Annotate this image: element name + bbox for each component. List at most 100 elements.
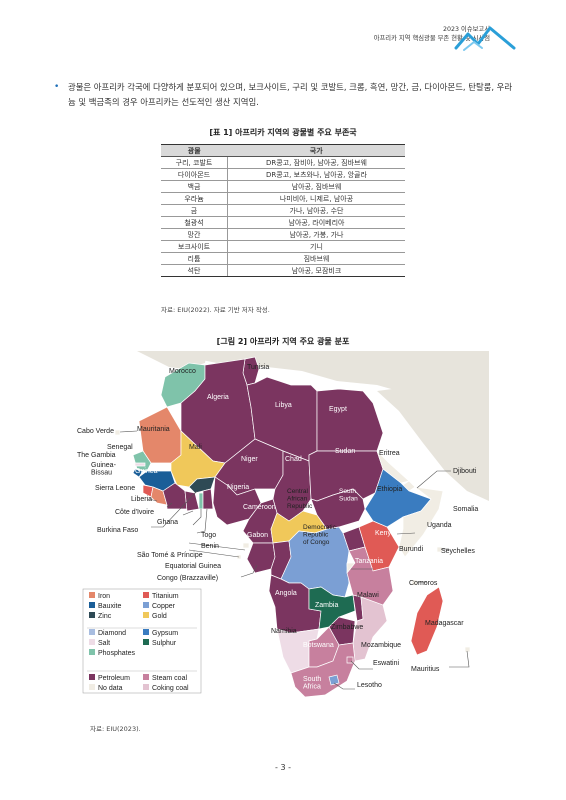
table-header-country: 국가 [227, 144, 405, 157]
label-cabo-verde: Cabo Verde [77, 428, 114, 435]
label-burundi: Burundi [399, 546, 424, 553]
bullet-paragraph: • 광물은 아프리카 각국에 다양하게 분포되어 있으며, 보크사이트, 구리 … [54, 80, 514, 110]
label-gambia: The Gambia [77, 452, 116, 459]
label-mali: Mali [189, 444, 202, 451]
table-title: [표 1] 아프리카 지역의 광물별 주요 부존국 [209, 128, 357, 137]
report-subtitle: 아프리카 지역 핵심광물 부존 현황 및 시사점 [373, 35, 490, 42]
legend-label-coking-coal: Coking coal [152, 685, 189, 692]
label-gabon: Gabon [247, 532, 268, 539]
table-cell-mineral: 백금 [161, 180, 228, 193]
country-eritrea [376, 450, 410, 484]
legend-swatch-iron [89, 592, 95, 598]
label-sierra-leone: Sierra Leone [95, 485, 135, 492]
legend-swatch-bauxite [89, 602, 95, 608]
label-zambia: Zambia [315, 602, 338, 609]
label-sudan: Sudan [335, 448, 355, 455]
africa-minerals-map: Morocco Tunisia Algeria Libya Egypt Maur… [77, 351, 489, 711]
country-madagascar [410, 586, 444, 656]
table-row: 석탄 남아공, 모잠비크 [161, 264, 405, 277]
country-eq-guinea [242, 542, 250, 549]
label-morocco: Morocco [169, 368, 196, 375]
table-cell-mineral: 망간 [161, 228, 228, 241]
label-drc: Democratic Republic of Congo [303, 524, 337, 546]
country-south-africa [290, 642, 356, 698]
table-row: 리튬 짐바브웨 [161, 252, 405, 265]
legend-swatch-no-data [89, 684, 95, 690]
table-cell-mineral: 리튬 [161, 252, 228, 265]
table-cell-country: 기니 [227, 240, 405, 253]
label-angola: Angola [275, 590, 297, 597]
country-cabo-verde [114, 429, 121, 436]
legend-box [82, 588, 202, 694]
legend-swatch-phosphates [89, 649, 95, 655]
table-cell-mineral: 보크사이트 [161, 240, 228, 253]
legend-swatch-zinc [89, 612, 95, 618]
label-eritrea: Eritrea [379, 450, 400, 457]
map-legend: Iron Titanium Bauxite Copper Zinc Gold Diamond… [82, 588, 202, 694]
country-south-sudan [310, 488, 366, 530]
table-cell-mineral: 금 [161, 204, 228, 217]
label-burkina: Burkina Faso [97, 527, 138, 534]
legend-swatch-sulphur [143, 639, 149, 645]
label-benin: Benin [201, 543, 219, 550]
label-senegal: Senegal [107, 444, 133, 451]
report-year-title: 2023 이슈보고서 [443, 26, 490, 33]
table-cell-country: 남아공, 모잠비크 [227, 264, 405, 277]
label-somalia: Somalia [453, 506, 478, 513]
legend-label-gypsum: Gypsum [152, 630, 178, 637]
legend-label-salt: Salt [98, 640, 110, 647]
label-mozambique: Mozambique [361, 642, 401, 649]
label-niger: Niger [241, 456, 258, 463]
country-zambia [308, 586, 356, 630]
label-car: Central African Republic [287, 488, 313, 510]
label-egypt: Egypt [329, 406, 347, 413]
country-mozambique [352, 596, 388, 662]
label-namibia: Namibia [271, 628, 297, 635]
table-source: 자료: EIU(2022). 자료 기반 저자 작성. [161, 306, 270, 314]
legend-swatch-coking-coal [143, 684, 149, 690]
table-cell-country: DR콩고, 보츠와나, 남아공, 앙골라 [227, 168, 405, 181]
table-row: 다이아몬드 DR콩고, 보츠와나, 남아공, 앙골라 [161, 168, 405, 181]
country-labels: Morocco Tunisia Algeria Libya Egypt Maur… [77, 364, 478, 691]
label-comoros: Comoros [409, 580, 438, 587]
country-burkina-faso [188, 476, 216, 494]
country-togo [198, 492, 204, 510]
country-mauritius [464, 646, 471, 653]
label-guinea-bissau: Guinea-Bissau [91, 462, 117, 477]
label-togo: Togo [201, 532, 216, 539]
table-cell-country: 남아공, 가봉, 가나 [227, 228, 405, 241]
minerals-table: 광물 국가 구리, 코발트 DR콩고, 잠비아, 남아공, 짐바브웨 다이아몬드 D… [161, 144, 405, 277]
label-uganda: Uganda [427, 522, 452, 529]
table-cell-country: 남아공, 짐바브웨 [227, 180, 405, 193]
legend-label-no-data: No data [98, 685, 123, 692]
europe-landmass [147, 351, 489, 421]
arabia-landmass [377, 387, 489, 501]
label-cote: Côte d'Ivoire [115, 509, 154, 516]
label-seychelles: Seychelles [441, 548, 475, 555]
bullet-text: 광물은 아프리카 각국에 다양하게 분포되어 있으며, 보크사이트, 구리 및 … [68, 82, 513, 107]
label-eswatini: Eswatini [373, 660, 400, 667]
legend-swatch-diamond [89, 629, 95, 635]
label-libya: Libya [275, 402, 292, 409]
table-row: 보크사이트 기니 [161, 240, 405, 253]
legend-swatch-copper [143, 602, 149, 608]
country-lesotho [328, 674, 340, 686]
label-eq-guinea: Equatorial Guinea [165, 563, 221, 570]
legend-label-phosphates: Phosphates [98, 650, 135, 657]
country-comoros [411, 579, 418, 586]
label-lesotho: Lesotho [357, 682, 382, 689]
table-cell-country: 가나, 남아공, 수단 [227, 204, 405, 217]
label-mauritania: Mauritania [137, 426, 170, 433]
legend-swatch-steam-coal [143, 674, 149, 680]
legend-label-titanium: Titanium [152, 593, 179, 600]
table-header-mineral: 광물 [161, 144, 228, 157]
leader-lines [119, 430, 470, 690]
legend-swatch-titanium [143, 592, 149, 598]
table-cell-mineral: 다이아몬드 [161, 168, 228, 181]
legend-swatch-salt [89, 639, 95, 645]
label-zimbabwe: Zimbabwe [331, 624, 363, 631]
table-row: 구리, 코발트 DR콩고, 잠비아, 남아공, 짐바브웨 [161, 156, 405, 169]
table-cell-mineral: 석탄 [161, 264, 228, 277]
mountain-logo-icon [454, 26, 516, 51]
legend-swatch-petroleum [89, 674, 95, 680]
